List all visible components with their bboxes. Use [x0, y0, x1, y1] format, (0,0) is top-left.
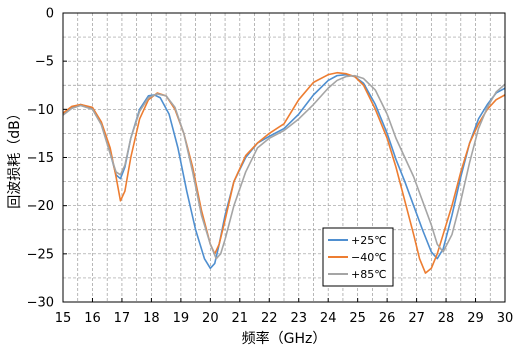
y-tick-label: −10: [27, 103, 54, 118]
x-tick-label: 19: [173, 311, 190, 326]
legend-entry-2: −40℃: [351, 251, 387, 264]
y-tick-label: −5: [35, 55, 54, 70]
x-tick-label: 30: [497, 311, 514, 326]
x-tick-label: 20: [202, 311, 219, 326]
y-axis-label: 回波损耗（dB）: [7, 106, 23, 209]
x-axis-label: 频率（GHz）: [242, 330, 327, 347]
x-tick-label: 26: [379, 311, 396, 326]
y-tick-label: −15: [27, 151, 54, 166]
y-tick-label: −30: [27, 296, 54, 311]
x-tick-label: 23: [290, 311, 307, 326]
x-tick-label: 29: [467, 311, 484, 326]
legend-entry-1: +25℃: [351, 234, 387, 247]
x-tick-label: 28: [438, 311, 455, 326]
tick-layer: 15 16 17 18 19 20 21 22 23 24 25 26 27 28 29 30 0 −5 −10 −1…: [27, 7, 514, 327]
grid-layer: [63, 13, 505, 302]
x-tick-label: 27: [408, 311, 425, 326]
x-tick-label: 22: [261, 311, 278, 326]
legend-entry-3: +85℃: [351, 268, 387, 281]
y-tick-label: 0: [46, 7, 54, 22]
series-layer: [62, 71, 506, 274]
x-tick-label: 18: [143, 311, 160, 326]
series-line-2: [62, 71, 506, 274]
x-tick-label: 15: [55, 311, 72, 326]
x-tick-label: 21: [232, 311, 249, 326]
x-tick-label: 17: [114, 311, 131, 326]
x-tick-label: 25: [349, 311, 366, 326]
y-tick-label: −25: [27, 247, 54, 262]
y-tick-label: −20: [27, 199, 54, 214]
legend: +25℃ −40℃ +85℃: [322, 227, 394, 287]
x-tick-label: 16: [84, 311, 101, 326]
series-line-3: [62, 74, 506, 260]
x-tick-label: 24: [320, 311, 337, 326]
